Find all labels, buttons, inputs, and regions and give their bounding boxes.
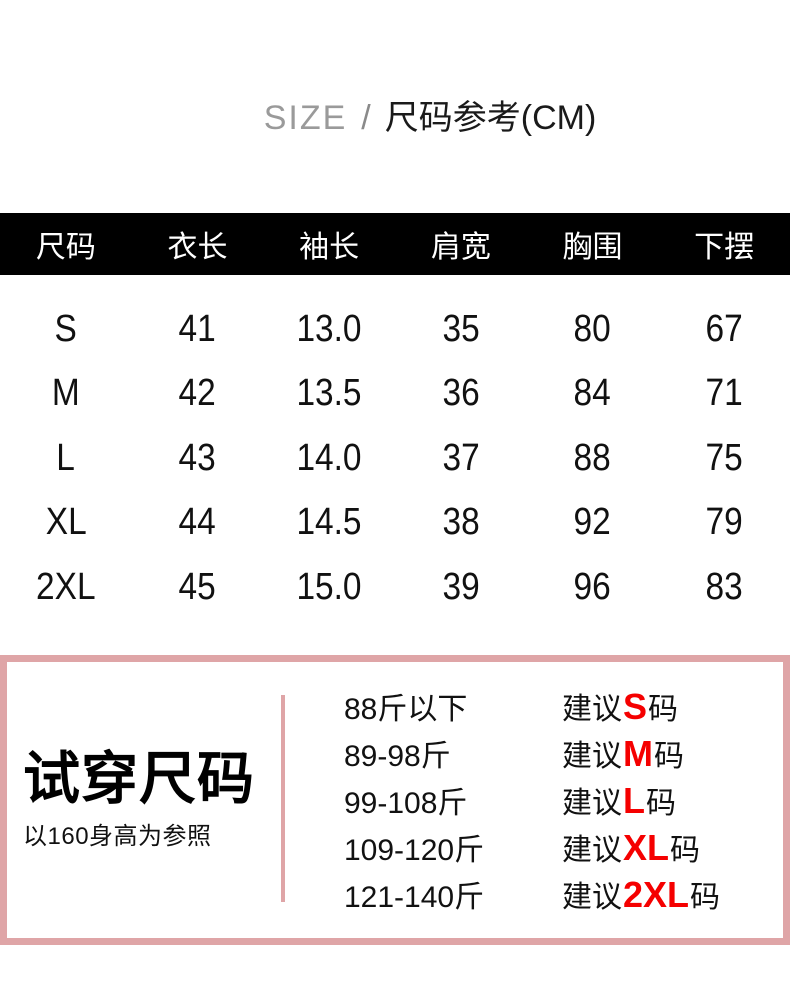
fit-guide-title: 试穿尺码 bbox=[23, 747, 255, 811]
cell-garment-length: 42 bbox=[178, 372, 217, 415]
cell-shoulder-width: 36 bbox=[442, 372, 480, 415]
cell-sleeve-length: 14.0 bbox=[296, 436, 362, 479]
fit-guide-row: 88斤以下 建议S码 bbox=[344, 683, 783, 730]
weight-range: 121-140斤 bbox=[344, 881, 485, 914]
weight-range: 99-108斤 bbox=[344, 787, 468, 820]
cell-bust: 88 bbox=[573, 436, 612, 479]
table-row-l: L 43 14.0 37 88 75 bbox=[0, 426, 790, 491]
advice-prefix: 建议 bbox=[562, 834, 622, 867]
fit-guide-row: 89-98斤 建议M码 bbox=[344, 730, 783, 777]
table-row-s: S 41 13.0 35 80 67 bbox=[0, 297, 790, 362]
cell-size: S bbox=[54, 307, 77, 350]
fit-guide-row: 121-140斤 建议2XL码 bbox=[344, 871, 783, 918]
cell-sleeve-length: 13.5 bbox=[296, 372, 362, 415]
cell-garment-length: 45 bbox=[178, 565, 217, 608]
cell-bust: 96 bbox=[573, 565, 612, 608]
advice-prefix: 建议 bbox=[562, 881, 622, 914]
fit-guide-rows: 88斤以下 建议S码 89-98斤 建议M码 99-108斤 建议L码 109-… bbox=[285, 662, 783, 938]
cell-bust: 92 bbox=[573, 501, 612, 544]
header-size: 尺码 bbox=[35, 231, 96, 264]
cell-size: M bbox=[51, 372, 80, 415]
size-table-header-row: 尺码 衣长 袖长 肩宽 胸围 下摆 bbox=[0, 213, 790, 275]
cell-shoulder-width: 35 bbox=[442, 307, 480, 350]
cell-hem: 75 bbox=[705, 436, 743, 479]
page-title-inner: SIZE / 尺码参考(CM) bbox=[264, 99, 597, 137]
cell-hem: 79 bbox=[705, 501, 743, 544]
advice-prefix: 建议 bbox=[562, 787, 622, 820]
size-advice: 建议M码 bbox=[562, 731, 684, 775]
size-advice: 建议2XL码 bbox=[562, 872, 720, 916]
cell-sleeve-length: 15.0 bbox=[296, 565, 362, 608]
advice-size: XL bbox=[623, 827, 670, 868]
cell-shoulder-width: 39 bbox=[442, 565, 480, 608]
cell-size: XL bbox=[45, 501, 87, 544]
header-hem: 下摆 bbox=[694, 231, 755, 264]
fit-guide-row: 109-120斤 建议XL码 bbox=[344, 824, 783, 871]
advice-suffix: 码 bbox=[690, 881, 721, 914]
header-garment-length: 衣长 bbox=[167, 231, 228, 264]
advice-suffix: 码 bbox=[654, 740, 684, 773]
advice-suffix: 码 bbox=[670, 834, 701, 867]
weight-range: 88斤以下 bbox=[344, 693, 468, 726]
vertical-divider bbox=[281, 695, 285, 902]
cell-bust: 80 bbox=[573, 307, 612, 350]
cell-sleeve-length: 14.5 bbox=[296, 501, 362, 544]
size-advice: 建议L码 bbox=[562, 778, 676, 822]
advice-size: S bbox=[623, 686, 648, 727]
advice-prefix: 建议 bbox=[562, 693, 622, 726]
title-separator: / bbox=[361, 99, 371, 137]
cell-size: 2XL bbox=[36, 565, 96, 608]
cell-sleeve-length: 13.0 bbox=[296, 307, 362, 350]
fit-guide-box: 试穿尺码 以160身高为参照 88斤以下 建议S码 89-98斤 建议M码 99… bbox=[0, 655, 790, 945]
size-advice: 建议XL码 bbox=[562, 825, 700, 869]
header-shoulder-width: 肩宽 bbox=[430, 231, 491, 264]
fit-guide-row: 99-108斤 建议L码 bbox=[344, 777, 783, 824]
cell-hem: 67 bbox=[705, 307, 743, 350]
cell-hem: 83 bbox=[705, 565, 743, 608]
table-row-2xl: 2XL 45 15.0 39 96 83 bbox=[0, 555, 790, 620]
cell-shoulder-width: 37 bbox=[442, 436, 480, 479]
cell-size: L bbox=[56, 436, 76, 479]
advice-prefix: 建议 bbox=[562, 740, 622, 773]
size-table-body: S 41 13.0 35 80 67 M 42 13.5 36 84 71 L … bbox=[0, 297, 790, 620]
table-row-xl: XL 44 14.5 38 92 79 bbox=[0, 491, 790, 556]
header-sleeve-length: 袖长 bbox=[299, 231, 360, 264]
advice-suffix: 码 bbox=[646, 787, 676, 820]
title-size-en: SIZE bbox=[263, 99, 348, 137]
weight-range: 89-98斤 bbox=[344, 740, 451, 773]
fit-guide-subtitle: 以160身高为参照 bbox=[23, 823, 212, 850]
cell-hem: 71 bbox=[705, 372, 743, 415]
advice-size: 2XL bbox=[623, 874, 690, 915]
header-bust: 胸围 bbox=[562, 231, 623, 264]
fit-guide-left: 试穿尺码 以160身高为参照 bbox=[7, 662, 281, 938]
advice-size: L bbox=[623, 780, 645, 821]
cell-shoulder-width: 38 bbox=[442, 501, 480, 544]
weight-range: 109-120斤 bbox=[344, 834, 485, 867]
page-title: SIZE / 尺码参考(CM) bbox=[0, 99, 790, 137]
cell-bust: 84 bbox=[573, 372, 612, 415]
size-advice: 建议S码 bbox=[562, 684, 678, 728]
table-row-m: M 42 13.5 36 84 71 bbox=[0, 362, 790, 427]
advice-suffix: 码 bbox=[648, 693, 679, 726]
cell-garment-length: 44 bbox=[178, 501, 217, 544]
cell-garment-length: 41 bbox=[178, 307, 217, 350]
cell-garment-length: 43 bbox=[178, 436, 217, 479]
title-zh: 尺码参考(CM) bbox=[384, 99, 597, 137]
advice-size: M bbox=[623, 733, 653, 774]
